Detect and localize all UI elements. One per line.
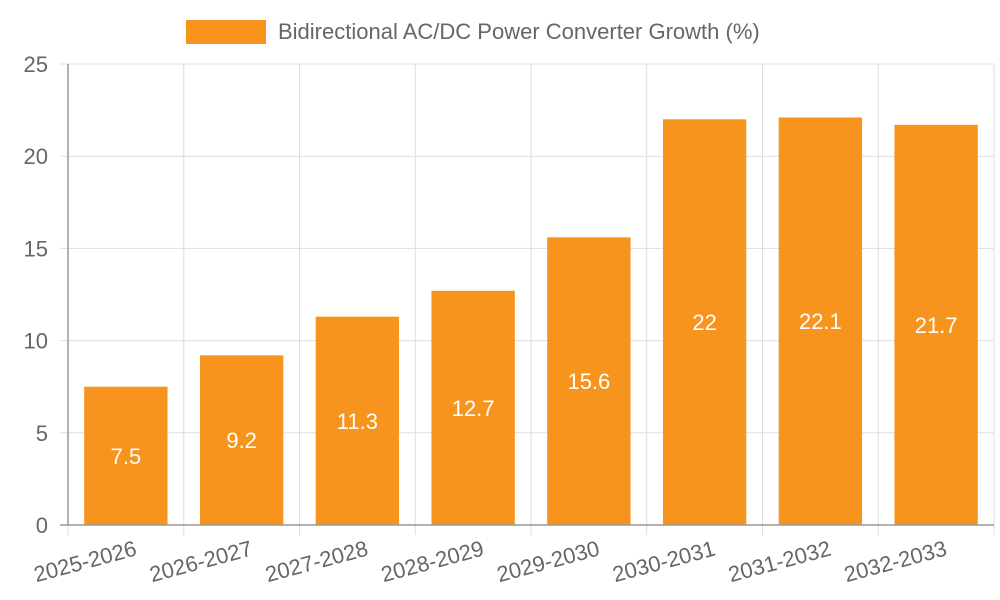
- x-tick-label: 2027-2028: [263, 536, 371, 587]
- bars-layer: 7.5 9.2 11.3 12.7 15.6 22 22.1 21.7: [84, 117, 978, 526]
- x-tick-label: 2028-2029: [378, 536, 486, 587]
- bar-value-label: 22: [692, 310, 716, 335]
- bar-value-label: 7.5: [111, 444, 142, 469]
- bar-value-label: 15.6: [567, 369, 610, 394]
- x-tick-label: 2030-2031: [610, 536, 718, 587]
- x-tick-label: 2026-2027: [147, 536, 255, 587]
- bar[interactable]: [778, 117, 863, 525]
- bar[interactable]: [84, 386, 168, 525]
- bar-value-label: 11.3: [337, 409, 378, 434]
- x-tick-label: 2031-2032: [726, 536, 834, 587]
- y-tick-label: 20: [24, 144, 48, 169]
- grid-layer: [60, 63, 995, 535]
- y-tick-label: 25: [24, 52, 48, 77]
- bar[interactable]: [431, 290, 515, 525]
- bar[interactable]: [662, 119, 747, 525]
- bar[interactable]: [894, 124, 978, 526]
- x-tick-label: 2025-2026: [31, 536, 139, 587]
- y-tick-label: 15: [24, 236, 48, 261]
- x-tick-label: 2032-2033: [841, 536, 949, 587]
- bar-value-label: 21.7: [915, 313, 958, 338]
- bar[interactable]: [547, 237, 631, 525]
- bar-value-label: 9.2: [226, 428, 257, 453]
- y-tick-label: 5: [36, 421, 48, 446]
- legend[interactable]: Bidirectional AC/DC Power Converter Grow…: [186, 19, 760, 44]
- bar-value-label: 22.1: [799, 309, 842, 334]
- bar[interactable]: [199, 355, 284, 525]
- legend-label[interactable]: Bidirectional AC/DC Power Converter Grow…: [278, 19, 760, 44]
- x-tick-label: 2029-2030: [494, 536, 602, 587]
- legend-swatch[interactable]: [186, 20, 266, 44]
- bar[interactable]: [315, 316, 400, 525]
- bar-value-label: 12.7: [452, 396, 495, 421]
- y-tick-label: 0: [36, 513, 48, 538]
- y-tick-label: 10: [24, 329, 48, 354]
